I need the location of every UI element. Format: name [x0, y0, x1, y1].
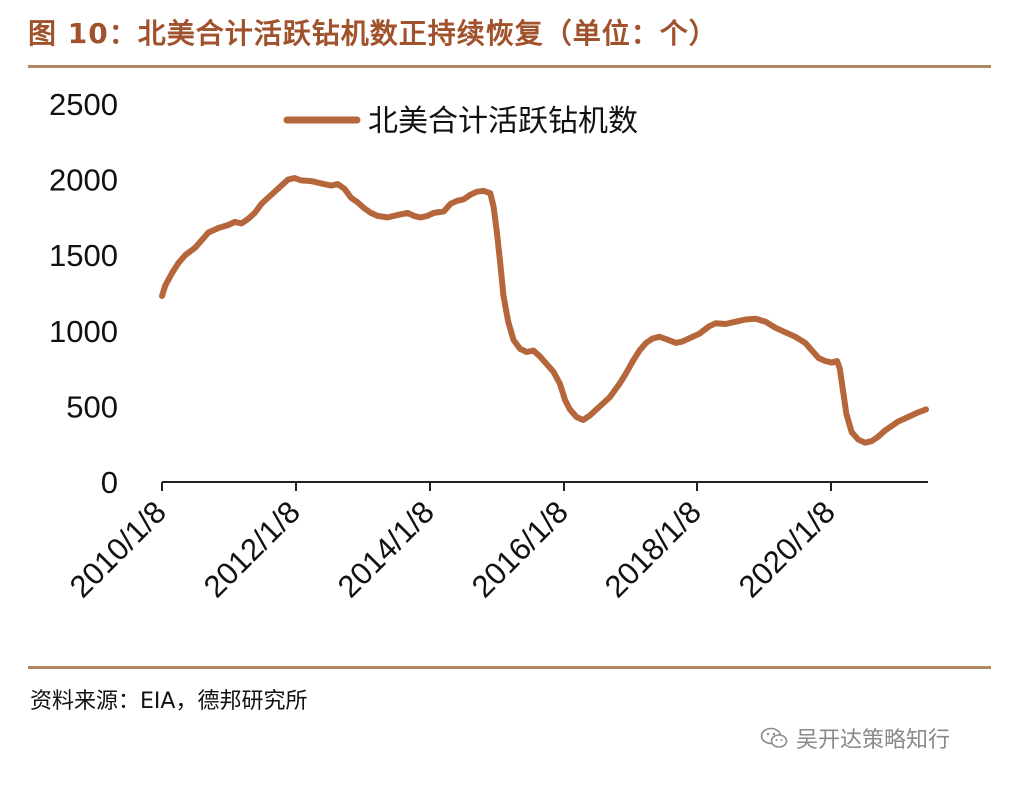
y-tick-label: 1000: [49, 314, 118, 349]
legend-label: 北美合计活跃钻机数: [368, 104, 638, 139]
wechat-icon: [760, 727, 788, 748]
x-tick-label: 2010/1/8: [63, 494, 173, 604]
watermark: 吴开达策略知行: [760, 722, 950, 754]
x-tick-label: 2020/1/8: [732, 494, 842, 604]
y-axis-tick-labels: 0 500 1000 1500 2000 2500: [49, 87, 118, 500]
bottom-divider: [28, 666, 991, 669]
top-divider: [28, 65, 991, 68]
y-tick-label: 0: [101, 465, 118, 500]
y-tick-label: 2000: [49, 163, 118, 198]
y-tick-label: 500: [66, 389, 118, 424]
x-axis: 2010/1/8 2012/1/8 2014/1/8 2016/1/8 2018/1/8…: [63, 481, 928, 604]
y-tick-label: 2500: [49, 87, 118, 122]
watermark-text: 吴开达策略知行: [796, 728, 951, 753]
series-line: [159, 175, 929, 446]
legend: 北美合计活跃钻机数: [283, 104, 638, 139]
x-tick-label: 2012/1/8: [197, 494, 307, 604]
y-tick-label: 1500: [49, 238, 118, 273]
source-note: 资料来源：EIA，德邦研究所: [30, 689, 308, 714]
x-tick-label: 2016/1/8: [465, 494, 575, 604]
plot-area: [159, 175, 929, 446]
x-tick-label: 2014/1/8: [331, 494, 441, 604]
page-title: 图 10：北美合计活跃钻机数正持续恢复（单位：个）: [28, 17, 718, 50]
x-tick-label: 2018/1/8: [598, 494, 708, 604]
